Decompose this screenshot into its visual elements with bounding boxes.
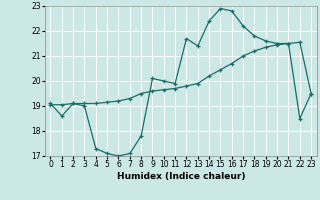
X-axis label: Humidex (Indice chaleur): Humidex (Indice chaleur) (116, 172, 245, 181)
